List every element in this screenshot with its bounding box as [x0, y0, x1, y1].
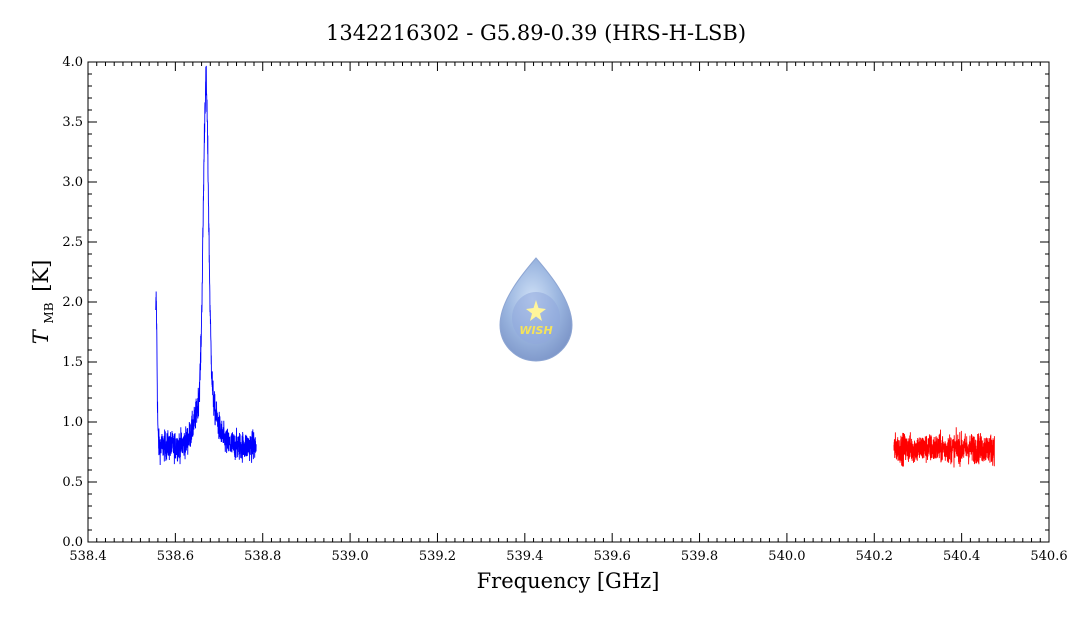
x-tick-label: 538.8	[244, 549, 281, 564]
y-axis-label-symbol: T	[29, 328, 53, 344]
y-axis-label: T MB [K]	[29, 260, 58, 345]
y-axis-label-unit: [K]	[29, 260, 53, 292]
wish-logo: WISH	[499, 257, 573, 362]
star-icon	[526, 300, 546, 321]
x-tick-label: 539.4	[506, 549, 543, 564]
drop-highlight	[512, 292, 560, 344]
x-tick-label: 538.6	[157, 549, 194, 564]
spectrum-series-0	[155, 65, 257, 466]
x-axis-label: Frequency [GHz]	[477, 569, 660, 593]
plot-area	[155, 65, 995, 468]
svg-text:T MB [K]: T MB [K]	[29, 260, 58, 345]
y-tick-label: 2.5	[62, 235, 83, 250]
y-axis-label-subscript: MB	[42, 302, 56, 323]
x-tick-label: 539.0	[331, 549, 368, 564]
y-tick-label: 3.0	[62, 175, 83, 190]
plot-frame	[87, 61, 1050, 543]
y-tick-label: 4.0	[62, 55, 83, 70]
y-tick-label: 1.5	[62, 355, 83, 370]
y-tick-label: 2.0	[62, 295, 83, 310]
x-tick-label: 539.6	[594, 549, 631, 564]
y-tick-label: 0.0	[62, 535, 83, 550]
y-tick-label: 3.5	[62, 115, 83, 130]
x-tick-label: 540.0	[768, 549, 805, 564]
x-tick-label: 540.2	[856, 549, 893, 564]
y-axis: 0.0 0.5 1.0 1.5 2.0 2.5 3.0 3.5 4.0	[62, 55, 1049, 550]
y-tick-label: 1.0	[62, 415, 83, 430]
y-tick-label: 0.5	[62, 475, 83, 490]
x-tick-label: 538.4	[69, 549, 106, 564]
x-tick-label: 539.2	[419, 549, 456, 564]
x-axis: 538.4 538.6 538.8 539.0 539.2 539.4 539.6 539.8…	[69, 62, 1068, 564]
x-tick-label: 540.4	[943, 549, 980, 564]
wish-logo-text: WISH	[519, 324, 552, 337]
x-tick-label: 540.6	[1030, 549, 1067, 564]
chart-title: 1342216302 - G5.89-0.39 (HRS-H-LSB)	[326, 21, 746, 45]
spectrum-series-1	[893, 427, 995, 468]
x-tick-label: 539.8	[681, 549, 718, 564]
